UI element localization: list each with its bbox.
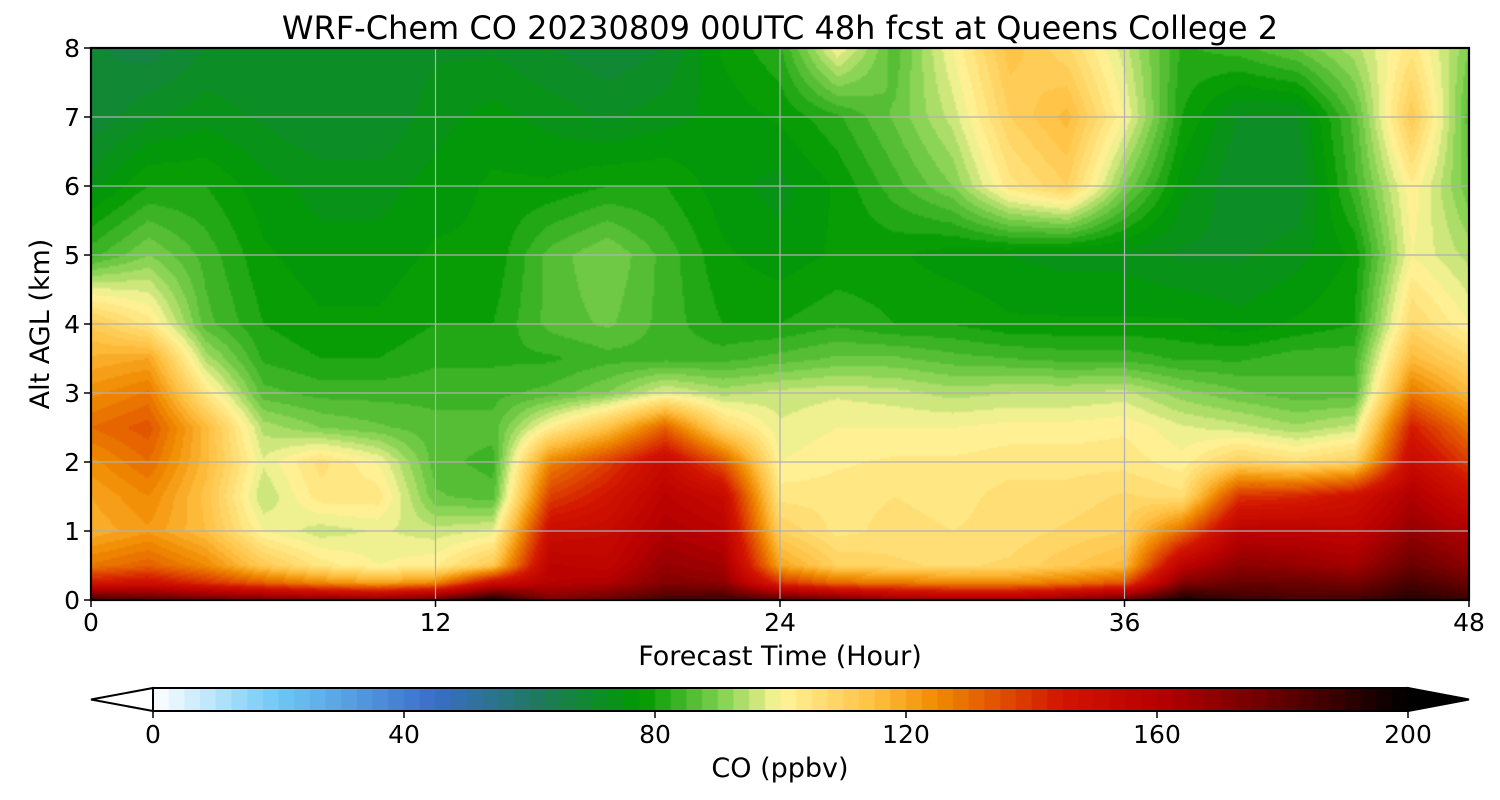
colorbar-tick-label: 80 [639, 720, 671, 749]
x-tick-label: 12 [420, 608, 452, 637]
colorbar-ticks: 0 40 80 120 160 200 [145, 711, 1432, 749]
y-axis-ticks: 0 1 2 3 4 5 6 7 8 [64, 34, 91, 615]
x-tick-label: 0 [83, 608, 99, 637]
y-tick-label: 4 [64, 310, 80, 339]
y-tick-label: 3 [64, 379, 80, 408]
colorbar-label: CO (ppbv) [711, 753, 848, 784]
colorbar-frame [152, 687, 1409, 712]
x-tick-label: 36 [1109, 608, 1141, 637]
y-tick-label: 1 [64, 517, 80, 546]
x-axis-ticks: 0 12 24 36 48 [83, 600, 1485, 637]
colorbar: 0 40 80 120 160 200 CO (ppbv) [90, 686, 1470, 784]
x-tick-label: 24 [764, 608, 796, 637]
colorbar-tick-label: 40 [388, 720, 420, 749]
colorbar-gradient [153, 688, 1408, 711]
x-tick-label: 48 [1453, 608, 1485, 637]
chart-title: WRF-Chem CO 20230809 00UTC 48h fcst at Q… [282, 9, 1278, 47]
x-axis-label: Forecast Time (Hour) [638, 641, 922, 672]
plot-area [89, 46, 1471, 602]
y-tick-label: 6 [64, 172, 80, 201]
y-tick-label: 7 [64, 103, 80, 132]
colorbar-low-extension [90, 686, 154, 713]
y-tick-label: 8 [64, 34, 80, 63]
colorbar-tick-label: 120 [882, 720, 930, 749]
y-tick-label: 0 [64, 586, 80, 615]
colorbar-high-extension [1407, 686, 1470, 713]
colorbar-tick-label: 160 [1133, 720, 1181, 749]
colorbar-tick-label: 0 [145, 720, 161, 749]
colorbar-tick-label: 200 [1384, 720, 1432, 749]
y-axis-label: Alt AGL (km) [25, 239, 56, 410]
y-tick-label: 5 [64, 241, 80, 270]
y-tick-label: 2 [64, 448, 80, 477]
